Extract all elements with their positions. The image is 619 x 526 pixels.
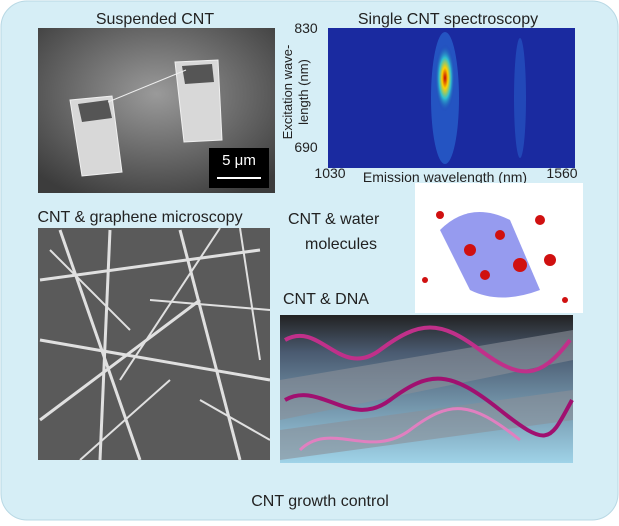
dna-image xyxy=(280,315,574,463)
spectrum-map xyxy=(328,28,575,168)
y-axis-label: Excitation wave- xyxy=(280,45,295,140)
sem-image: 5 μm xyxy=(38,28,275,193)
footer-title: CNT growth control xyxy=(251,493,389,510)
panel-title: CNT & water xyxy=(288,211,380,228)
y-tick-label: 830 xyxy=(294,20,318,36)
panel-title: molecules xyxy=(305,236,377,253)
x-axis-label: Emission wavelength (nm) xyxy=(363,169,527,185)
panel-title: Suspended CNT xyxy=(96,11,215,28)
x-tick-label: 1030 xyxy=(314,165,345,181)
y-axis-label: length (nm) xyxy=(296,59,311,125)
x-tick-label: 1560 xyxy=(546,165,577,181)
scale-bar-label: 5 μm xyxy=(222,152,256,169)
panel-title: Single CNT spectroscopy xyxy=(358,11,538,28)
fiber-image xyxy=(38,227,271,461)
panel-title: CNT & graphene microscopy xyxy=(37,209,242,226)
molecule-image xyxy=(415,183,583,313)
y-tick-label: 690 xyxy=(294,139,318,155)
panel-title: CNT & DNA xyxy=(283,291,369,308)
